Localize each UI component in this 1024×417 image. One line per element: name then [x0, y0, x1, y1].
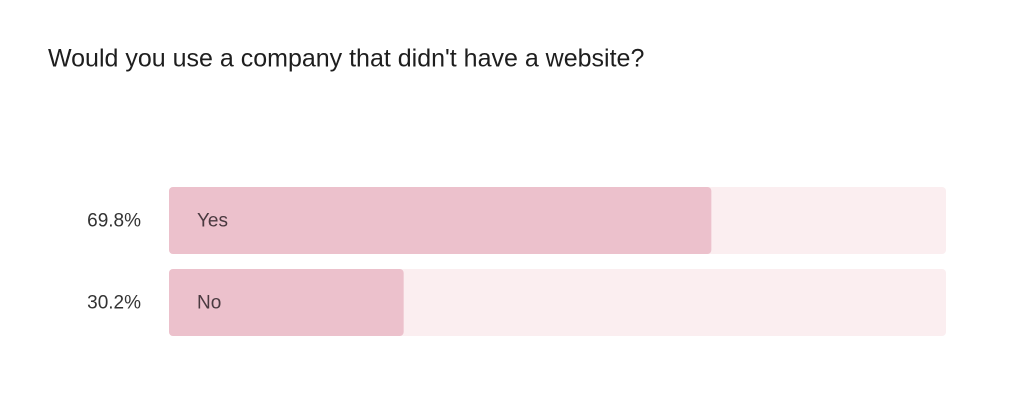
value-label: 69.8%: [87, 211, 141, 232]
chart-title: Would you use a company that didn't have…: [48, 45, 644, 73]
category-label: Yes: [197, 211, 228, 232]
value-label: 30.2%: [87, 293, 141, 314]
bar: [169, 269, 404, 336]
bar: [169, 187, 712, 254]
category-label: No: [197, 293, 221, 314]
